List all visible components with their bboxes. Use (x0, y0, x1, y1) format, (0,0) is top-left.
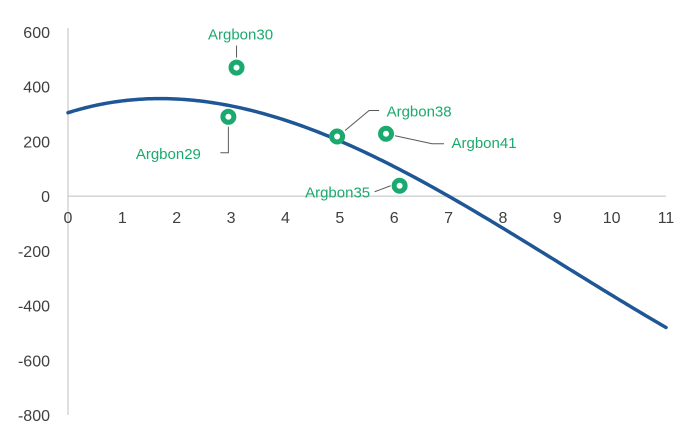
y-tick-label: -400 (18, 299, 50, 316)
y-tick-label: 0 (41, 189, 50, 206)
label-leader-line (344, 110, 380, 131)
data-point (378, 125, 395, 142)
y-tick-label: 600 (23, 25, 50, 42)
points-layer: Argbon30 Argbon29 Argbon38 Argbon41 Argbon35 (136, 27, 517, 202)
x-tick-label: 10 (603, 210, 621, 227)
x-tick-label: 0 (64, 210, 73, 227)
x-tick-label: 5 (335, 210, 344, 227)
x-tick-label: 3 (227, 210, 236, 227)
y-tick-label: -800 (18, 408, 50, 425)
x-tick-label: 2 (172, 210, 181, 227)
x-tick-label: 7 (444, 210, 453, 227)
x-tick-label: 4 (281, 210, 290, 227)
y-tick-label: -600 (18, 353, 50, 370)
data-label: Argbon38 (387, 104, 452, 121)
data-point (329, 128, 346, 145)
trend-curve (66, 96, 668, 330)
x-tick-label: 1 (118, 210, 127, 227)
label-leader-line (220, 126, 229, 154)
x-tick-label: 11 (658, 210, 675, 227)
data-label: Argbon30 (208, 27, 273, 44)
y-tick-label: -200 (18, 244, 50, 261)
data-point (228, 59, 245, 76)
data-label: Argbon35 (305, 185, 370, 202)
data-label: Argbon29 (136, 146, 201, 163)
label-leader-line (394, 135, 445, 145)
curve-layer (66, 96, 668, 330)
x-tick-label: 8 (498, 210, 507, 227)
y-tick-label: 400 (23, 80, 50, 97)
axes: 600 400 200 0 -200 -400 -600 -800 0 1 2 3 4 5 6 7 8 9 10 11 (18, 25, 674, 425)
label-leader-line (374, 185, 391, 193)
data-point (220, 108, 237, 125)
y-tick-label: 200 (23, 134, 50, 151)
data-point (391, 177, 408, 194)
x-tick-label: 9 (553, 210, 562, 227)
data-label: Argbon41 (451, 135, 516, 152)
x-tick-label: 6 (390, 210, 399, 227)
